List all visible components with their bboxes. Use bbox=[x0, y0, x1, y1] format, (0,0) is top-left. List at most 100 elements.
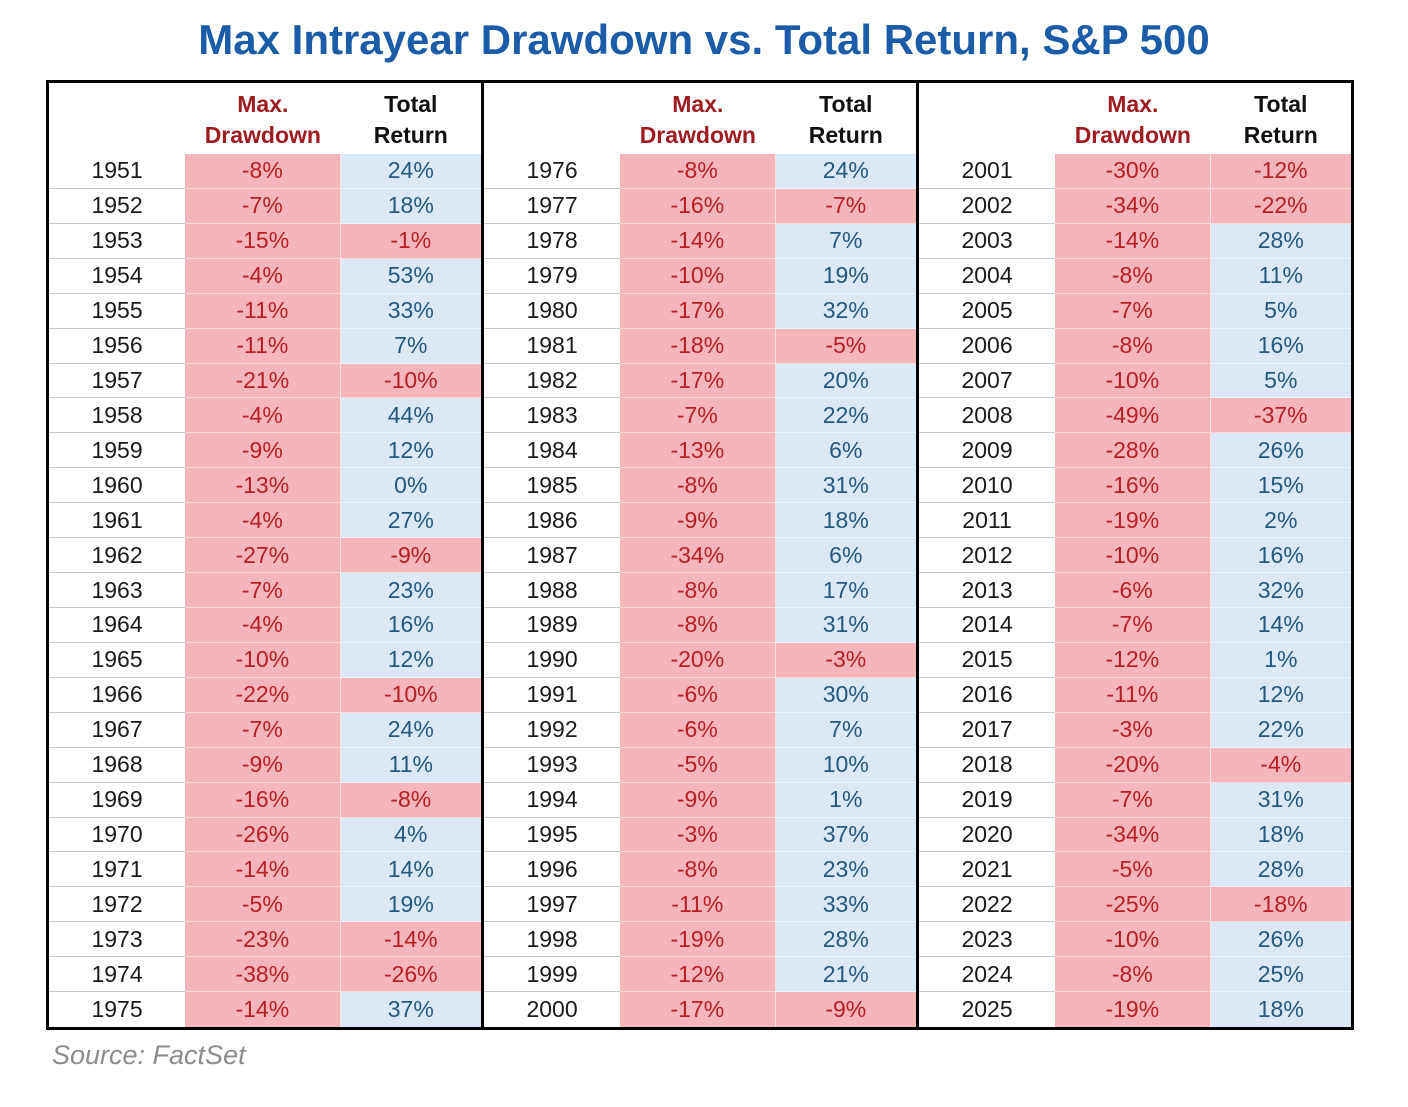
table-row: 2008 -49% -37% bbox=[919, 398, 1351, 434]
max-drawdown-cell: -16% bbox=[185, 782, 341, 818]
year-cell: 2021 bbox=[919, 852, 1056, 888]
max-drawdown-cell: -5% bbox=[185, 887, 341, 923]
total-return-cell: 24% bbox=[775, 154, 916, 189]
total-return-cell: 19% bbox=[340, 887, 481, 923]
year-cell: 1992 bbox=[484, 712, 621, 748]
total-return-column-header: Total Return bbox=[341, 89, 481, 151]
table-row: 1993 -5% 10% bbox=[484, 747, 916, 783]
max-drawdown-header-line2: Drawdown bbox=[639, 122, 756, 148]
table-row: 1954 -4% 53% bbox=[49, 258, 481, 294]
max-drawdown-header-line2: Drawdown bbox=[204, 122, 321, 148]
max-drawdown-cell: -20% bbox=[620, 642, 776, 678]
max-drawdown-cell: -8% bbox=[185, 154, 341, 189]
total-return-cell: 30% bbox=[775, 677, 916, 713]
year-cell: 1970 bbox=[49, 817, 186, 853]
table-row: 2014 -7% 14% bbox=[919, 607, 1351, 643]
table-row: 1960 -13% 0% bbox=[49, 468, 481, 504]
year-cell: 1951 bbox=[49, 154, 186, 189]
max-drawdown-cell: -19% bbox=[1055, 992, 1211, 1028]
total-return-cell: 18% bbox=[1210, 817, 1351, 853]
year-cell: 2008 bbox=[919, 398, 1056, 434]
total-return-cell: 26% bbox=[1210, 433, 1351, 469]
year-cell: 2003 bbox=[919, 223, 1056, 259]
table-row: 1973 -23% -14% bbox=[49, 922, 481, 958]
table-row: 2019 -7% 31% bbox=[919, 782, 1351, 818]
year-cell: 1991 bbox=[484, 677, 621, 713]
year-cell: 2016 bbox=[919, 677, 1056, 713]
max-drawdown-cell: -34% bbox=[1055, 817, 1211, 853]
total-return-cell: -4% bbox=[1210, 747, 1351, 783]
max-drawdown-cell: -7% bbox=[185, 712, 341, 748]
table-row: 2002 -34% -22% bbox=[919, 188, 1351, 224]
total-return-cell: 17% bbox=[775, 573, 916, 608]
table-row: 1969 -16% -8% bbox=[49, 782, 481, 818]
table-row: 2006 -8% 16% bbox=[919, 328, 1351, 364]
table-row: 2007 -10% 5% bbox=[919, 363, 1351, 399]
max-drawdown-cell: -17% bbox=[620, 293, 776, 329]
year-cell: 1983 bbox=[484, 398, 621, 434]
table-row: 1970 -26% 4% bbox=[49, 817, 481, 853]
table-row: 1989 -8% 31% bbox=[484, 607, 916, 643]
table-row: 1982 -17% 20% bbox=[484, 363, 916, 399]
total-return-cell: 7% bbox=[340, 328, 481, 364]
max-drawdown-cell: -17% bbox=[620, 992, 776, 1028]
table-row: 1956 -11% 7% bbox=[49, 328, 481, 364]
year-cell: 2020 bbox=[919, 817, 1056, 853]
year-cell: 1974 bbox=[49, 957, 186, 993]
total-return-cell: -9% bbox=[340, 538, 481, 574]
max-drawdown-cell: -25% bbox=[1055, 887, 1211, 923]
total-return-cell: 32% bbox=[775, 293, 916, 329]
table-row: 2016 -11% 12% bbox=[919, 677, 1351, 713]
table-row: 1990 -20% -3% bbox=[484, 642, 916, 678]
max-drawdown-cell: -19% bbox=[620, 922, 776, 958]
max-drawdown-cell: -7% bbox=[1055, 782, 1211, 818]
year-cell: 1981 bbox=[484, 328, 621, 364]
table-row: 1975 -14% 37% bbox=[49, 992, 481, 1028]
total-return-cell: -18% bbox=[1210, 887, 1351, 923]
total-return-cell: 5% bbox=[1210, 293, 1351, 329]
year-cell: 2001 bbox=[919, 154, 1056, 189]
max-drawdown-column-header: Max. Drawdown bbox=[185, 89, 341, 151]
table-row: 1963 -7% 23% bbox=[49, 573, 481, 608]
max-drawdown-cell: -9% bbox=[185, 747, 341, 783]
total-return-cell: 44% bbox=[340, 398, 481, 434]
max-drawdown-cell: -38% bbox=[185, 957, 341, 993]
total-return-header-line1: Total bbox=[819, 91, 873, 117]
max-drawdown-cell: -3% bbox=[620, 817, 776, 853]
year-cell: 1975 bbox=[49, 992, 186, 1028]
table-row: 1968 -9% 11% bbox=[49, 747, 481, 783]
max-drawdown-cell: -12% bbox=[1055, 642, 1211, 678]
total-return-cell: -5% bbox=[775, 328, 916, 364]
table-row: 1981 -18% -5% bbox=[484, 328, 916, 364]
table-row: 1999 -12% 21% bbox=[484, 957, 916, 993]
source-attribution: Source: FactSet bbox=[52, 1040, 246, 1070]
year-cell: 1956 bbox=[49, 328, 186, 364]
max-drawdown-header-line1: Max. bbox=[1107, 91, 1159, 117]
year-cell: 1959 bbox=[49, 433, 186, 469]
table-row: 1967 -7% 24% bbox=[49, 712, 481, 748]
year-cell: 1979 bbox=[484, 258, 621, 294]
year-cell: 2009 bbox=[919, 433, 1056, 469]
total-return-cell: 28% bbox=[1210, 852, 1351, 888]
panel-header-row: Max. Drawdown Total Return bbox=[919, 83, 1351, 154]
year-cell: 2019 bbox=[919, 782, 1056, 818]
total-return-cell: 23% bbox=[775, 852, 916, 888]
year-cell: 2022 bbox=[919, 887, 1056, 923]
total-return-cell: -9% bbox=[775, 992, 916, 1028]
table-row: 2013 -6% 32% bbox=[919, 573, 1351, 608]
total-return-header-line1: Total bbox=[1254, 91, 1308, 117]
max-drawdown-cell: -9% bbox=[620, 782, 776, 818]
total-return-cell: 11% bbox=[340, 747, 481, 783]
year-cell: 1973 bbox=[49, 922, 186, 958]
max-drawdown-cell: -9% bbox=[620, 503, 776, 539]
max-drawdown-cell: -8% bbox=[1055, 258, 1211, 294]
total-return-cell: 5% bbox=[1210, 363, 1351, 399]
year-cell: 1967 bbox=[49, 712, 186, 748]
table-row: 1983 -7% 22% bbox=[484, 398, 916, 434]
total-return-header-line1: Total bbox=[384, 91, 438, 117]
total-return-cell: 1% bbox=[775, 782, 916, 818]
table-panel-2001-2025: Max. Drawdown Total Return 2001 -30% -12% 200… bbox=[916, 83, 1351, 1028]
table-row: 2015 -12% 1% bbox=[919, 642, 1351, 678]
total-return-cell: 25% bbox=[1210, 957, 1351, 993]
year-cell: 1982 bbox=[484, 363, 621, 399]
